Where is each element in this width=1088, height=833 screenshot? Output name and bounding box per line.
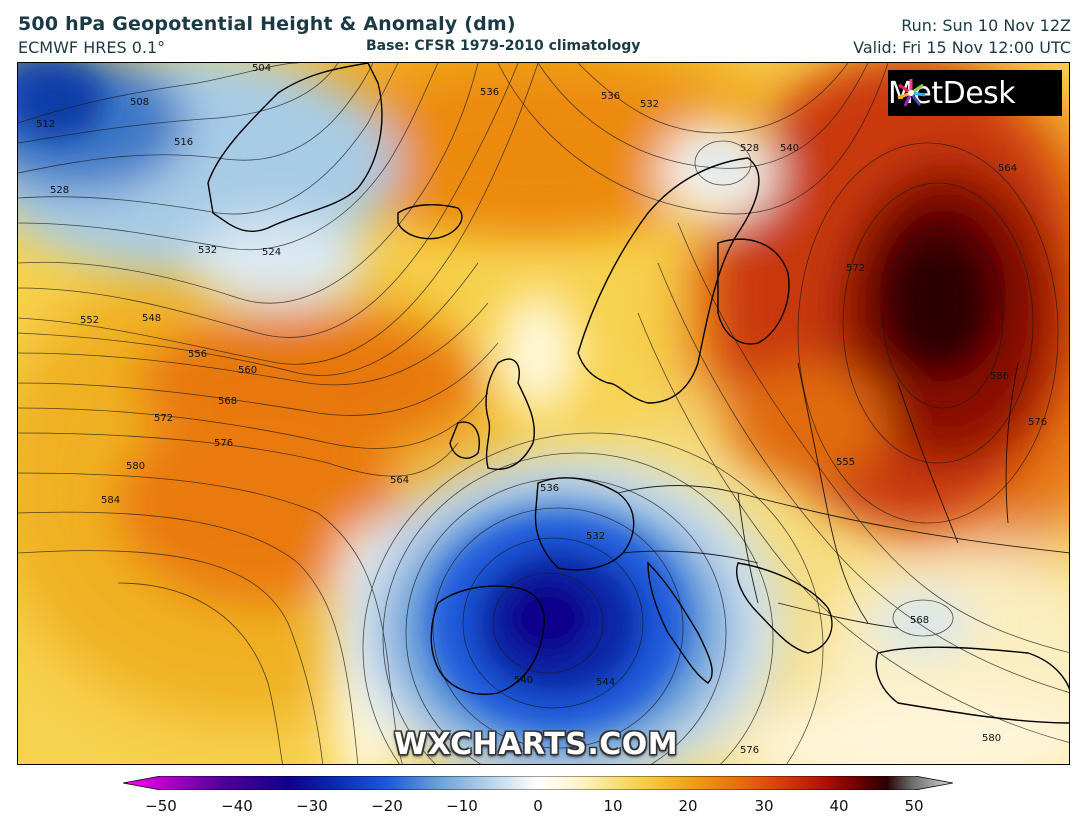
colorbar-tick-row: −50 −40 −30 −20 −10 0 10 20 30 40 50 xyxy=(0,797,1088,817)
colorbar-tick-label: 20 xyxy=(678,797,698,815)
contour-label: 548 xyxy=(142,313,161,324)
contour-label: 532 xyxy=(640,99,659,110)
contour-label: 576 xyxy=(1028,417,1047,428)
contour-label: 504 xyxy=(252,63,271,74)
contour-label: 576 xyxy=(214,438,233,449)
wxcharts-watermark: WXCHARTS.COM xyxy=(394,727,679,762)
contour-label: 580 xyxy=(982,733,1001,744)
contour-label: 576 xyxy=(740,745,759,756)
country-borders xyxy=(617,362,1069,629)
metdesk-logo: MetDesk xyxy=(888,70,1062,116)
contour-label: 544 xyxy=(596,677,615,688)
contour-label: 528 xyxy=(50,185,69,196)
contour-label: 536 xyxy=(601,91,620,102)
contour-label: 572 xyxy=(154,413,173,424)
model-name: ECMWF HRES 0.1° xyxy=(18,38,166,57)
contour-label-group: 504 508 512 516 528 532 524 552 548 556 … xyxy=(36,63,1047,756)
coastlines xyxy=(207,63,1069,724)
valid-time: Valid: Fri 15 Nov 12:00 UTC xyxy=(853,38,1071,57)
colorbar-tick-label: 10 xyxy=(603,797,623,815)
contour-label: 536 xyxy=(540,483,559,494)
contour-label: 540 xyxy=(780,143,799,154)
colorbar-tick-label: −20 xyxy=(371,797,403,815)
colorbar-tick-label: 40 xyxy=(829,797,849,815)
contour-label: 572 xyxy=(846,263,865,274)
contour-label: 536 xyxy=(480,87,499,98)
colorbar-tick-label: 30 xyxy=(754,797,774,815)
anomaly-colorbar xyxy=(123,776,953,790)
contour-label: 524 xyxy=(262,247,281,258)
anomaly-field-layer-core xyxy=(18,68,978,733)
contour-label: 568 xyxy=(910,615,929,626)
contour-label: 584 xyxy=(101,495,120,506)
colorbar-tick-label: −50 xyxy=(145,797,177,815)
anomaly-map[interactable]: 504 508 512 516 528 532 524 552 548 556 … xyxy=(17,62,1070,765)
colorbar-tick-label: −10 xyxy=(446,797,478,815)
contour-label: 556 xyxy=(188,349,207,360)
contour-label: 532 xyxy=(586,531,605,542)
contour-label: 508 xyxy=(130,97,149,108)
contour-label: 555 xyxy=(836,457,855,468)
contour-label: 564 xyxy=(390,475,409,486)
climatology-base: Base: CFSR 1979-2010 climatology xyxy=(366,38,641,54)
contour-label: 564 xyxy=(998,163,1017,174)
contour-label: 532 xyxy=(198,245,217,256)
contour-label: 528 xyxy=(740,143,759,154)
colorbar-tick-label: 50 xyxy=(904,797,924,815)
contour-label: 586 xyxy=(990,371,1009,382)
run-time: Run: Sun 10 Nov 12Z xyxy=(901,16,1071,35)
chart-title: 500 hPa Geopotential Height & Anomaly (d… xyxy=(18,13,516,35)
contour-lines xyxy=(18,63,1069,764)
colorbar-tick-label: 0 xyxy=(533,797,543,815)
contour-label: 512 xyxy=(36,119,55,130)
contour-label: 568 xyxy=(218,396,237,407)
contour-label: 552 xyxy=(80,315,99,326)
colorbar-tick-label: −40 xyxy=(221,797,253,815)
contour-label: 540 xyxy=(514,675,533,686)
contour-label: 580 xyxy=(126,461,145,472)
metdesk-flower-icon xyxy=(897,79,926,107)
map-canvas: 504 508 512 516 528 532 524 552 548 556 … xyxy=(18,63,1069,764)
colorbar-tick-label: −30 xyxy=(296,797,328,815)
contour-label: 560 xyxy=(238,365,257,376)
contour-label: 516 xyxy=(174,137,193,148)
